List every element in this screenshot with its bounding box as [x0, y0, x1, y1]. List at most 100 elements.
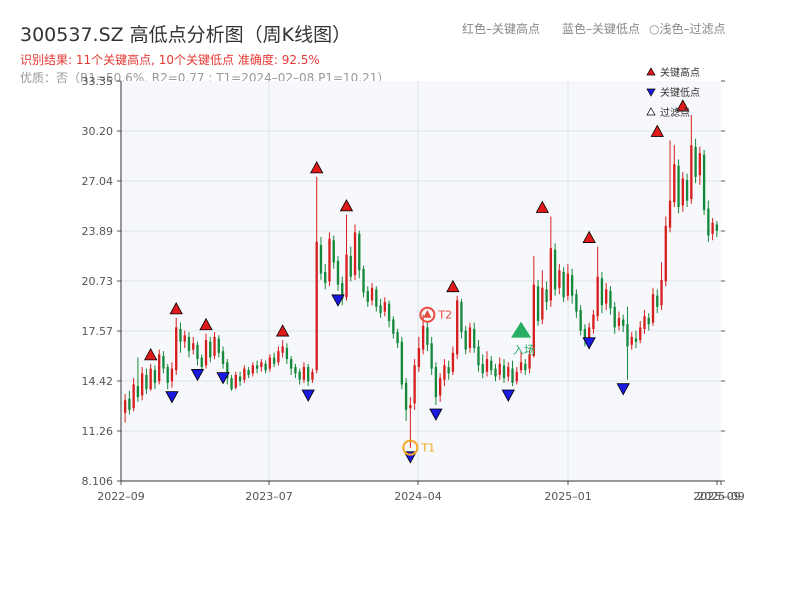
candle-body — [451, 352, 455, 372]
candle-body — [247, 370, 250, 375]
candle-body — [255, 365, 259, 369]
candle-body — [158, 354, 161, 382]
candle-body — [698, 153, 702, 176]
candle-body — [545, 289, 548, 303]
candle-body — [485, 359, 489, 372]
key-high-marker — [339, 199, 354, 212]
y-tick-label: 8.106 — [82, 475, 114, 488]
candle-body — [575, 294, 578, 312]
key-high-marker — [676, 99, 690, 112]
candle-body — [651, 294, 655, 323]
y-tick-label: 11.26 — [82, 425, 114, 438]
candle-body — [502, 365, 506, 379]
candle-body — [281, 346, 284, 353]
candle-body — [196, 344, 199, 360]
candle-body — [302, 367, 306, 380]
candle-body — [341, 283, 344, 299]
chart-title: 300537.SZ 高低点分析图（周K线图） — [20, 24, 352, 46]
t1-circle — [402, 439, 419, 456]
candle-body — [685, 180, 689, 201]
candle-body — [694, 146, 697, 177]
candle-body — [409, 405, 412, 409]
key-low-marker — [331, 294, 345, 307]
candle-body — [358, 233, 361, 271]
candle-body — [477, 346, 480, 366]
candle-body — [438, 378, 442, 396]
candle-body — [613, 306, 616, 328]
legend-label: 过滤点 — [660, 106, 690, 119]
t2-circle — [419, 306, 436, 323]
candle-body — [673, 164, 676, 203]
candle-body — [494, 368, 497, 377]
candle-body — [162, 355, 165, 369]
legend-label: 关键低点 — [660, 86, 700, 99]
candle-body — [507, 367, 510, 377]
x-tick-label: 2023–07 — [245, 490, 293, 503]
key-low-marker — [616, 383, 630, 396]
candle-body — [264, 363, 267, 371]
candle-body — [209, 341, 212, 358]
candle-body — [511, 368, 514, 383]
candle-body — [434, 367, 438, 398]
candle-body — [609, 290, 612, 309]
candle-body — [187, 336, 191, 352]
candle-body — [528, 354, 531, 369]
legend-marker — [646, 67, 656, 76]
candle-body — [383, 302, 386, 312]
axes: 8.106 11.26 14.42 17.57 20.73 23.89 27.04 30.20… — [82, 75, 745, 503]
candle-body — [179, 328, 182, 342]
candle-body — [596, 276, 599, 317]
candle-body — [268, 357, 272, 369]
candle-body — [456, 300, 459, 355]
candle-body — [123, 400, 127, 413]
x-tick-label: 2022–09 — [97, 490, 145, 503]
candle-body — [175, 327, 178, 371]
candle-body — [404, 382, 408, 410]
candle-body — [592, 314, 595, 329]
key-low-marker — [582, 337, 596, 350]
key-high-marker — [446, 279, 460, 293]
candle-body — [583, 328, 587, 341]
key-high-marker — [582, 230, 596, 243]
candle-body — [366, 290, 369, 303]
candle-body — [328, 238, 331, 282]
key-high-marker — [275, 324, 290, 337]
key-high-marker — [535, 200, 550, 213]
candle-body — [213, 336, 216, 356]
candle-body — [519, 362, 523, 371]
candle-body — [238, 376, 242, 382]
y-tick-label: 30.20 — [82, 125, 114, 138]
candle-body — [426, 327, 429, 345]
candle-body — [315, 241, 318, 371]
candle-body — [677, 165, 680, 207]
x-tick-label: 2025–09 — [693, 490, 741, 503]
candle-body — [549, 248, 553, 301]
t2-arrow — [423, 309, 432, 318]
candle-body — [711, 222, 714, 234]
candle-body — [149, 368, 152, 390]
legend-marker — [646, 107, 656, 116]
candle-body — [170, 368, 174, 382]
candle-body — [447, 367, 450, 374]
candle-body — [421, 325, 425, 350]
y-tick-label: 20.73 — [82, 275, 114, 288]
candle-body — [600, 278, 604, 306]
candle-body — [345, 254, 348, 298]
candle-body — [353, 232, 357, 276]
x-tick-label: 2025–09 — [697, 490, 745, 503]
candle-body — [136, 386, 140, 398]
t2-label: T2 — [437, 309, 452, 322]
candle-body — [251, 365, 255, 374]
candle-body — [643, 316, 646, 329]
y-tick-label: 14.42 — [82, 375, 114, 388]
candle-body — [634, 338, 638, 342]
candle-body — [460, 302, 463, 333]
candle-body — [626, 324, 629, 347]
candle-body — [392, 319, 395, 334]
t1-label: T1 — [420, 442, 435, 455]
entry-label: 入场 — [513, 343, 535, 357]
candle-body — [362, 268, 365, 293]
candle-body — [128, 398, 131, 410]
key-high-marker — [199, 317, 213, 331]
